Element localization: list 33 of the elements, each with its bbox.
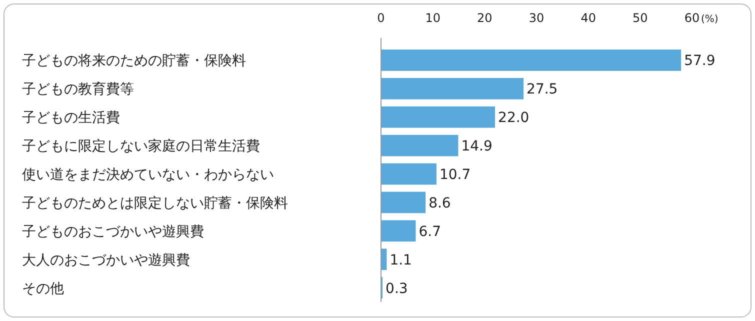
bar bbox=[381, 163, 436, 185]
y-tick-label: 子どもの将来のための貯蓄・保険料 bbox=[22, 53, 246, 70]
data-label: 6.7 bbox=[418, 224, 441, 240]
x-tick-label: 30 bbox=[528, 11, 544, 25]
bar bbox=[381, 78, 524, 100]
x-tick-label: 40 bbox=[580, 11, 596, 25]
data-label: 10.7 bbox=[439, 167, 471, 183]
x-tick-label: 20 bbox=[477, 11, 492, 25]
bar bbox=[381, 220, 416, 242]
y-tick-label: 子どもの教育費等 bbox=[22, 80, 134, 98]
data-label: 57.9 bbox=[684, 53, 716, 70]
y-tick-label: 子どものおこづかいや遊興費 bbox=[22, 224, 204, 240]
bar bbox=[381, 106, 496, 128]
x-tick-label: 60 bbox=[684, 11, 700, 25]
y-tick-label: 大人のおこづかいや遊興費 bbox=[22, 252, 190, 268]
data-label: 14.9 bbox=[461, 138, 492, 155]
y-tick-label: 子どもの生活費 bbox=[22, 110, 120, 126]
bar bbox=[381, 50, 682, 71]
x-tick-label: 0 bbox=[377, 11, 385, 25]
data-label: 8.6 bbox=[428, 195, 451, 212]
y-tick-label: 子どもに限定しない家庭の日常生活費 bbox=[22, 138, 260, 155]
x-tick-label: 10 bbox=[425, 11, 440, 25]
x-tick-label: 50 bbox=[632, 11, 648, 25]
y-tick-label: 使い道をまだ決めていない・わからない bbox=[22, 167, 274, 183]
data-label: 1.1 bbox=[390, 252, 412, 268]
y-tick-label: 子どものためとは限定しない貯蓄・保険料 bbox=[22, 195, 288, 212]
bar bbox=[381, 192, 426, 214]
y-tick-label: その他 bbox=[22, 280, 64, 297]
x-axis-title: (%) bbox=[701, 14, 718, 25]
bar bbox=[381, 134, 458, 156]
data-label: 22.0 bbox=[498, 110, 530, 126]
data-label: 0.3 bbox=[386, 280, 408, 297]
data-label: 27.5 bbox=[526, 82, 558, 98]
